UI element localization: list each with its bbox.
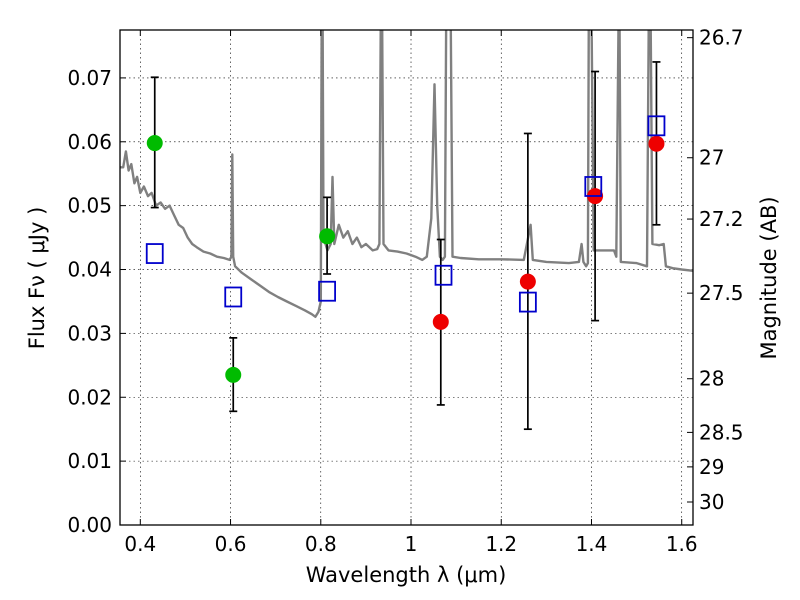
x-tick-label: 1 — [405, 532, 418, 556]
y2-tick-label: 28 — [699, 367, 724, 391]
red-data-point — [519, 273, 536, 290]
y-tick-label: 0.04 — [67, 258, 112, 282]
spectrum-line — [120, 30, 693, 318]
y2-tick-label: 30 — [699, 490, 724, 514]
x-tick-label: 0.8 — [305, 532, 337, 556]
model-square-point — [434, 264, 453, 286]
y-tick-label: 0.03 — [67, 321, 112, 345]
model-square-point — [224, 286, 243, 308]
y2-tick-label: 27 — [699, 146, 724, 170]
y2-tick-label: 26.7 — [699, 26, 744, 50]
x-axis-label: Wavelength λ (μm) — [306, 563, 507, 587]
x-tick-label: 1.6 — [666, 532, 698, 556]
y2-tick-label: 27.5 — [699, 281, 744, 305]
y-tick-label: 0.02 — [67, 385, 112, 409]
green-data-point — [146, 135, 163, 152]
ticks: 0.4 0.6 0.8 1 1.2 1.4 1.6 0.00 0.01 0.02 0.03 0.04 0… — [67, 26, 743, 556]
y-tick-label: 0.06 — [67, 130, 112, 154]
green-data-point — [319, 228, 336, 245]
y-tick-label: 0.01 — [67, 449, 112, 473]
model-square-point — [647, 115, 666, 137]
y-axis-label: Flux Fν ( μJy ) — [25, 207, 49, 350]
red-data-point — [432, 313, 449, 330]
x-tick-label: 0.4 — [124, 532, 156, 556]
spectrum-layer — [120, 30, 693, 318]
model-square-point — [318, 280, 336, 302]
y2-axis-label: Magnitude (AB) — [757, 196, 781, 359]
model-square-point — [145, 243, 164, 264]
green-data-point — [225, 366, 242, 383]
red-data-point — [648, 135, 665, 152]
y-tick-label: 0.05 — [67, 194, 112, 218]
model-square-point — [584, 176, 603, 197]
y2-tick-label: 28.5 — [699, 420, 744, 444]
model-square-point — [518, 291, 537, 313]
y-tick-label: 0.07 — [67, 66, 112, 90]
y-tick-label: 0.00 — [67, 513, 112, 537]
x-tick-label: 1.2 — [485, 532, 517, 556]
y2-tick-label: 27.2 — [699, 207, 744, 231]
plot-frame — [119, 29, 694, 526]
marker-layer — [145, 61, 666, 431]
y2-tick-label: 29 — [699, 455, 724, 479]
plot-background — [120, 30, 693, 525]
x-tick-label: 0.6 — [215, 532, 247, 556]
x-tick-label: 1.4 — [576, 532, 608, 556]
